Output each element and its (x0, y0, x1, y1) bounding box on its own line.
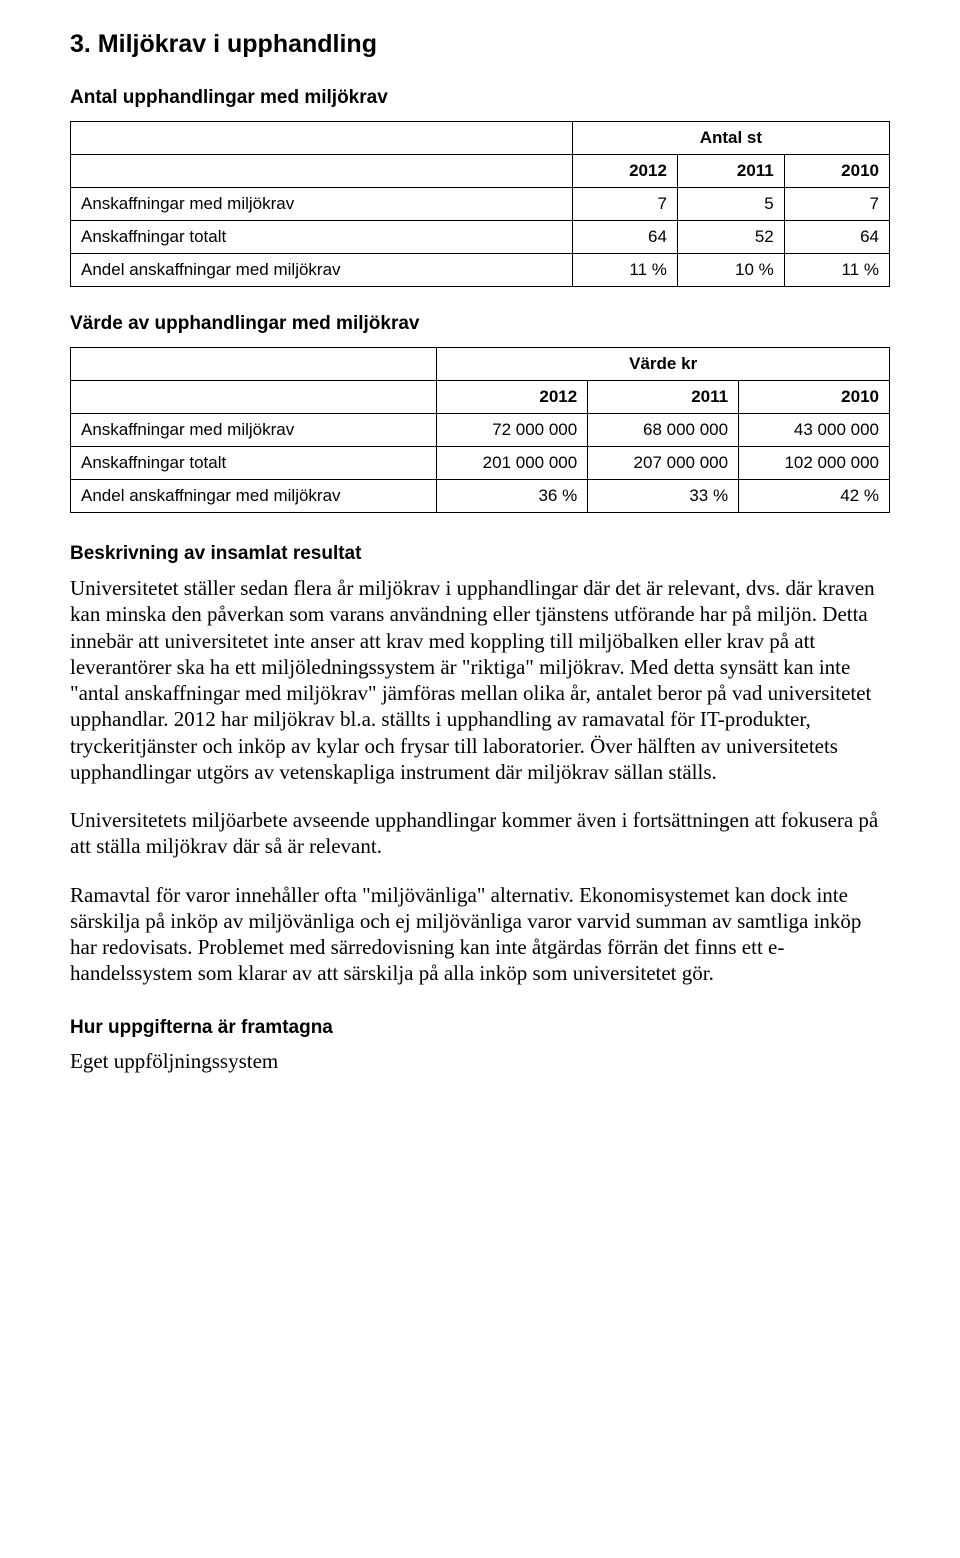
table1-r2-v1: 10 % (677, 254, 784, 287)
table1-r1-label: Anskaffningar totalt (71, 221, 573, 254)
narrative-p3: Ramavtal för varor innehåller ofta "milj… (70, 882, 890, 987)
table-row: Anskaffningar totalt 201 000 000 207 000… (71, 447, 890, 480)
table2-r0-v2: 43 000 000 (739, 414, 890, 447)
table1-r0-v0: 7 (572, 188, 677, 221)
footer-heading: Hur uppgifterna är framtagna (70, 1017, 890, 1039)
table1: Antal st 2012 2011 2010 Anskaffningar me… (70, 121, 890, 287)
page: 3. Miljökrav i upphandling Antal upphand… (0, 0, 960, 1114)
table1-group-row: Antal st (71, 122, 890, 155)
table1-group-blank (71, 122, 573, 155)
table2-r1-v0: 201 000 000 (437, 447, 588, 480)
table1-group-header: Antal st (572, 122, 889, 155)
table1-year-2: 2010 (784, 155, 889, 188)
table2-year-2: 2010 (739, 381, 890, 414)
table-row: Andel anskaffningar med miljökrav 11 % 1… (71, 254, 890, 287)
table1-r0-label: Anskaffningar med miljökrav (71, 188, 573, 221)
table1-r2-label: Andel anskaffningar med miljökrav (71, 254, 573, 287)
table1-r0-v1: 5 (677, 188, 784, 221)
table1-r2-v0: 11 % (572, 254, 677, 287)
table2-r2-v2: 42 % (739, 480, 890, 513)
table2-year-0: 2012 (437, 381, 588, 414)
table2-r0-v0: 72 000 000 (437, 414, 588, 447)
table2-group-header: Värde kr (437, 348, 890, 381)
table1-year-row: 2012 2011 2010 (71, 155, 890, 188)
table1-r1-v1: 52 (677, 221, 784, 254)
table2-r2-label: Andel anskaffningar med miljökrav (71, 480, 437, 513)
table2-r0-label: Anskaffningar med miljökrav (71, 414, 437, 447)
table2-r1-v1: 207 000 000 (588, 447, 739, 480)
table1-r1-v0: 64 (572, 221, 677, 254)
narrative-p2: Universitetets miljöarbete avseende upph… (70, 807, 890, 860)
table-row: Anskaffningar totalt 64 52 64 (71, 221, 890, 254)
table2-year-row: 2012 2011 2010 (71, 381, 890, 414)
table2-r1-v2: 102 000 000 (739, 447, 890, 480)
table1-year-0: 2012 (572, 155, 677, 188)
table2-year-1: 2011 (588, 381, 739, 414)
table1-r2-v2: 11 % (784, 254, 889, 287)
table2-group-row: Värde kr (71, 348, 890, 381)
table2: Värde kr 2012 2011 2010 Anskaffningar me… (70, 347, 890, 513)
narrative-heading: Beskrivning av insamlat resultat (70, 543, 890, 565)
table2-r0-v1: 68 000 000 (588, 414, 739, 447)
section-heading: 3. Miljökrav i upphandling (70, 30, 890, 59)
table1-year-1: 2011 (677, 155, 784, 188)
table-row: Anskaffningar med miljökrav 72 000 000 6… (71, 414, 890, 447)
table2-r1-label: Anskaffningar totalt (71, 447, 437, 480)
table-row: Andel anskaffningar med miljökrav 36 % 3… (71, 480, 890, 513)
table1-title: Antal upphandlingar med miljökrav (70, 87, 890, 109)
table1-year-blank (71, 155, 573, 188)
table2-title: Värde av upphandlingar med miljökrav (70, 313, 890, 335)
table-row: Anskaffningar med miljökrav 7 5 7 (71, 188, 890, 221)
footer-line: Eget uppföljningssystem (70, 1049, 890, 1074)
table2-r2-v0: 36 % (437, 480, 588, 513)
table1-r1-v2: 64 (784, 221, 889, 254)
table2-group-blank (71, 348, 437, 381)
table2-r2-v1: 33 % (588, 480, 739, 513)
table1-r0-v2: 7 (784, 188, 889, 221)
narrative-p1: Universitetet ställer sedan flera år mil… (70, 575, 890, 785)
table2-year-blank (71, 381, 437, 414)
